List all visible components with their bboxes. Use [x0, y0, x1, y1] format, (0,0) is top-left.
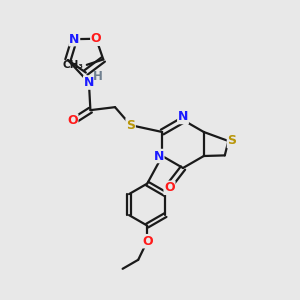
Text: O: O	[142, 235, 152, 248]
Text: H: H	[93, 70, 103, 83]
Text: N: N	[69, 33, 80, 46]
Text: O: O	[67, 114, 78, 127]
Text: O: O	[164, 181, 175, 194]
Text: S: S	[126, 119, 135, 132]
Text: N: N	[178, 110, 188, 124]
Text: O: O	[91, 32, 101, 45]
Text: S: S	[227, 134, 236, 148]
Text: N: N	[84, 76, 94, 89]
Text: N: N	[153, 149, 164, 163]
Text: CH₃: CH₃	[62, 60, 83, 70]
